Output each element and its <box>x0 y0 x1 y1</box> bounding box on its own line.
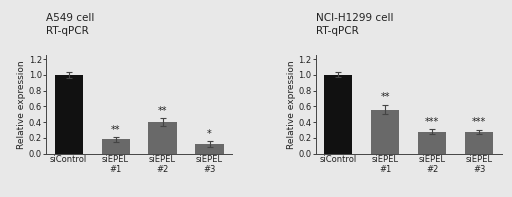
Bar <box>148 122 177 154</box>
Text: ***: *** <box>472 117 486 127</box>
Bar <box>55 75 83 154</box>
Text: **: ** <box>380 92 390 102</box>
Y-axis label: Relative expression: Relative expression <box>287 60 295 149</box>
Text: A549 cell
RT-qPCR: A549 cell RT-qPCR <box>46 13 94 36</box>
Text: NCI-H1299 cell
RT-qPCR: NCI-H1299 cell RT-qPCR <box>316 13 393 36</box>
Bar <box>196 144 224 154</box>
Text: **: ** <box>111 125 120 135</box>
Bar <box>324 75 352 154</box>
Bar <box>101 139 130 154</box>
Text: **: ** <box>158 106 167 116</box>
Bar <box>465 132 493 154</box>
Bar <box>418 132 446 154</box>
Text: *: * <box>207 129 212 139</box>
Bar <box>371 110 399 154</box>
Y-axis label: Relative expression: Relative expression <box>17 60 26 149</box>
Text: ***: *** <box>425 117 439 127</box>
